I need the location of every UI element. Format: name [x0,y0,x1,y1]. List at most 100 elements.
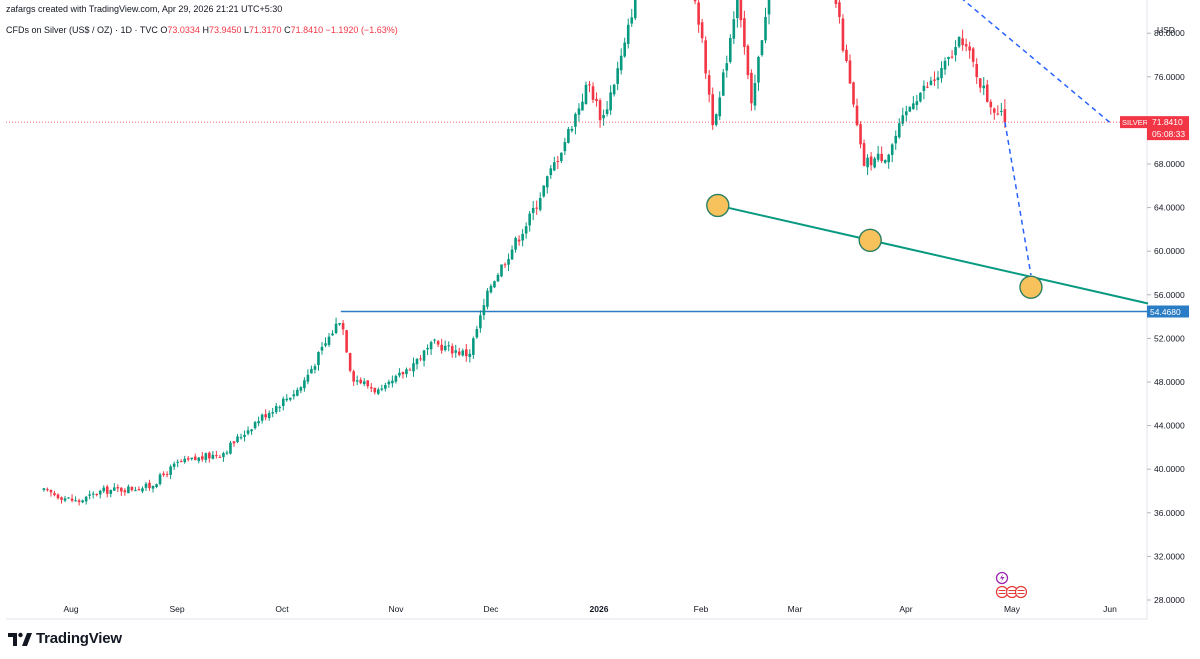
candle [98,489,102,499]
candle [598,98,602,128]
candle [577,103,581,122]
drawings[interactable] [6,0,1149,305]
candle [961,29,964,51]
candle [229,440,232,455]
candle-body [165,474,169,476]
event-icons[interactable] [995,571,1028,599]
candle [366,380,370,389]
candle-body [155,484,158,488]
candle-body [197,457,201,462]
candle [609,85,612,115]
candle [338,322,341,326]
candle [246,426,250,436]
candle [736,0,739,28]
candle [134,486,137,492]
candle-body [158,474,162,485]
candle-body [225,452,229,454]
candle [169,464,172,480]
candle-body [866,157,869,168]
candle-body [236,436,239,443]
price-tick-label: 76.0000 [1154,72,1185,82]
candle-body [134,490,137,492]
candle-body [500,264,503,277]
candle-body [408,369,412,371]
candle [426,344,429,356]
candle [718,91,722,121]
candle-body [556,161,560,163]
candle [905,105,908,122]
candle [405,367,408,378]
candle [204,452,208,463]
candle [141,486,144,494]
candle-body [834,0,838,4]
candle [211,450,215,460]
candle [764,7,767,44]
candle [950,50,954,59]
candle-body [732,19,736,39]
candle [725,55,729,78]
candle-body [42,488,46,490]
candle-body [985,84,989,102]
candle-body [933,79,936,81]
candle [943,57,947,75]
candle-body [968,46,971,51]
candle [897,118,901,139]
candle-body [619,55,623,71]
candle [538,192,542,212]
candle [176,459,179,468]
time-tick-label: Feb [694,604,709,614]
candle [457,347,461,357]
candle [954,40,957,62]
candle [602,109,605,126]
candle-body [63,498,67,501]
candle [274,403,278,414]
candle [253,420,257,430]
candle [186,455,190,462]
candle-body [750,72,753,104]
candle [560,152,563,164]
price-axis[interactable]: USD128.0000124.0000120.0000116.0000112.0… [1120,0,1190,605]
candle-body [369,387,373,389]
candle-body [193,456,197,460]
candle-body [711,94,715,126]
candle-body [538,198,542,210]
candle [53,490,56,497]
candle-body [609,92,612,111]
candle-body [574,113,577,127]
candle [845,44,848,63]
candle-body [130,486,134,491]
candle-body [447,345,451,347]
low-value: 71.3170 [249,25,282,35]
candle [472,336,475,359]
candle-body [535,207,539,209]
candle-body [373,387,377,393]
time-axis[interactable]: Aug Sep Oct Nov Dec 2026 Feb Mar Apr May Jun [63,604,1117,614]
candle-body [352,371,355,382]
symbol-tag-label: SILVER [1122,118,1149,127]
candle [345,329,348,353]
candle-body [271,412,275,414]
candle [901,107,905,127]
candle-body [183,458,187,463]
candle-body [46,489,49,491]
candle [310,365,313,374]
open-value: 73.0334 [167,25,200,35]
candle [929,76,933,86]
symbol-name: CFDs on Silver (US$ / OZ) · 1D · TVC [6,25,158,35]
candle-body [419,358,422,360]
close-label: C [284,25,291,35]
candle [296,387,299,397]
candle-body [947,57,950,60]
price-tick-label: 60.0000 [1154,246,1185,256]
time-tick-label: Apr [899,604,912,614]
candle-body [510,249,514,260]
candle [531,201,535,221]
time-tick-label: Dec [483,604,499,614]
candle-body [739,0,743,21]
candle-body [746,45,750,76]
candle [933,71,936,86]
time-tick-label: May [1004,604,1021,614]
tradingview-logo[interactable]: TradingView [8,630,122,647]
candle [859,121,862,149]
